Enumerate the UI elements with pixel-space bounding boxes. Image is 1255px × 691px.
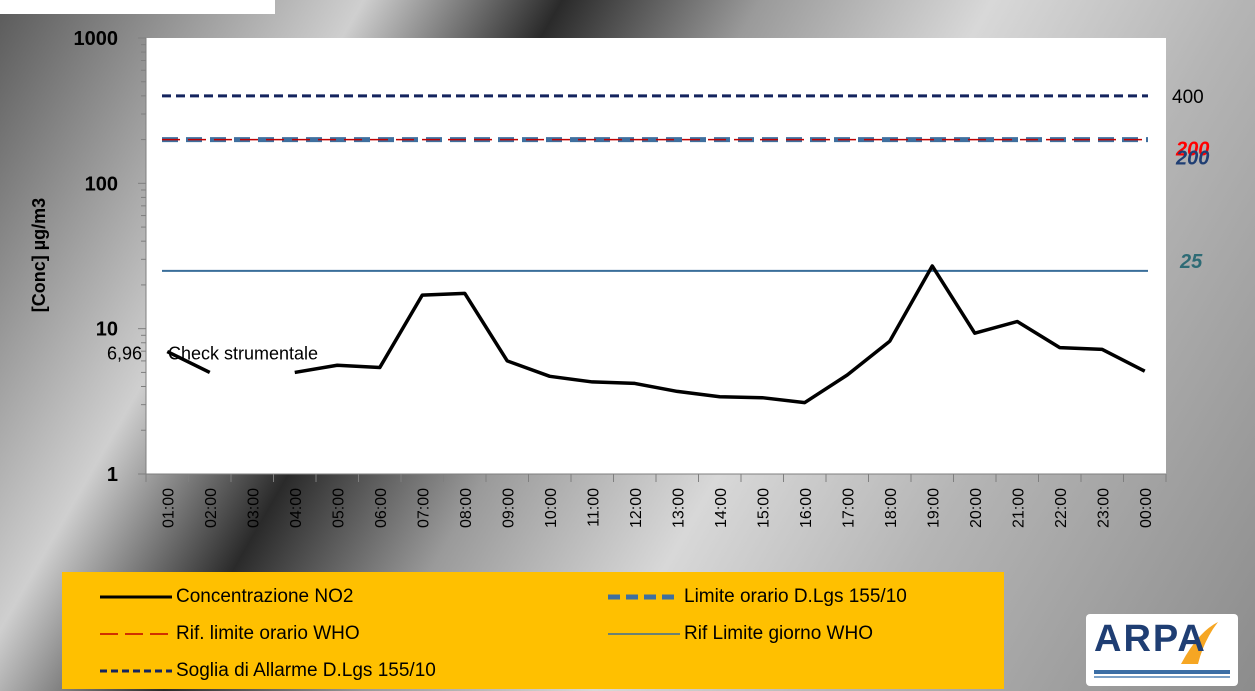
legend-label: Limite orario D.Lgs 155/10 — [684, 586, 907, 607]
legend-label: Rif Limite giorno WHO — [684, 623, 873, 644]
no2-chart: 1 10 100 1000 01:00 02:00 03:00 04:00 05:00 06:00… — [29, 28, 1209, 528]
x-tick-label: 11:00 — [585, 488, 602, 527]
x-tick-label: 16:00 — [798, 488, 815, 528]
x-tick-label: 05:00 — [330, 488, 347, 528]
x-tick-label: 23:00 — [1095, 488, 1112, 528]
x-tick-label: 06:00 — [373, 488, 390, 528]
x-tick-label: 13:00 — [670, 488, 687, 528]
y-axis-label: [Conc] µg/m3 — [29, 198, 49, 312]
no2-line-segment — [166, 349, 211, 374]
check-annotation: Check strumentale — [168, 344, 318, 364]
no2-series — [166, 264, 1146, 405]
logo-underline — [1094, 670, 1230, 674]
label-200-navy: 200 — [1175, 148, 1209, 170]
legend-item: Rif Limite giorno WHO — [606, 621, 873, 647]
y-tick-label: 1000 — [74, 28, 119, 50]
x-tick-label: 04:00 — [288, 488, 305, 528]
legend-item: Concentrazione NO2 — [98, 584, 353, 610]
x-tick-label: 09:00 — [500, 488, 517, 528]
x-tick-label: 20:00 — [968, 488, 985, 528]
first-value-label: 6,96 — [107, 344, 142, 364]
label-200-red: 200 — [1175, 139, 1209, 161]
x-tick-label: 12:00 — [628, 488, 645, 528]
legend-swatch — [100, 633, 172, 635]
x-tick-label: 21:00 — [1010, 488, 1027, 528]
x-tick-label: 08:00 — [458, 488, 475, 528]
x-tick-label: 22:00 — [1053, 488, 1070, 528]
reference-lines — [162, 94, 1148, 272]
x-tick-label: 10:00 — [543, 488, 560, 528]
x-tick-label: 18:00 — [883, 488, 900, 528]
plot-area — [146, 38, 1166, 474]
legend-swatch — [100, 669, 172, 673]
legend-item: Rif. limite orario WHO — [98, 621, 360, 647]
logo-underline-thin — [1094, 676, 1230, 678]
top-white-strip — [0, 0, 275, 14]
legend-swatch — [608, 633, 680, 635]
label-400: 400 — [1172, 87, 1204, 108]
x-tick-label: 14:00 — [713, 488, 730, 528]
arpa-logo-swoosh — [1181, 622, 1218, 664]
arpa-logo-text: ARPA — [1094, 618, 1207, 660]
legend-swatch — [100, 595, 172, 599]
label-25: 25 — [1179, 251, 1203, 273]
x-tick-label: 19:00 — [925, 488, 942, 528]
x-tick-label: 15:00 — [755, 488, 772, 528]
legend-label: Concentrazione NO2 — [176, 586, 354, 607]
legend: Concentrazione NO2 Limite orario D.Lgs 15… — [62, 572, 1004, 689]
x-tick-label: 02:00 — [203, 488, 220, 528]
x-tick-label: 07:00 — [415, 488, 432, 528]
legend-swatch — [608, 594, 680, 600]
x-tick-label: 00:00 — [1138, 488, 1155, 528]
arpa-logo: ARPA — [1086, 614, 1238, 686]
x-tick-label: 17:00 — [840, 488, 857, 528]
y-tick-label: 100 — [85, 173, 118, 195]
legend-item: Soglia di Allarme D.Lgs 155/10 — [98, 658, 436, 684]
legend-item: Limite orario D.Lgs 155/10 — [606, 584, 907, 610]
no2-line-segment — [294, 264, 1146, 405]
legend-label: Soglia di Allarme D.Lgs 155/10 — [176, 660, 436, 681]
y-tick-label: 10 — [96, 319, 118, 341]
legend-label: Rif. limite orario WHO — [176, 623, 360, 644]
y-tick-label: 1 — [107, 464, 118, 486]
x-tick-label: 03:00 — [245, 488, 262, 528]
x-tick-label: 01:00 — [160, 488, 177, 528]
axes: 1 10 100 1000 01:00 02:00 03:00 04:00 05:00 06:00… — [74, 28, 1167, 528]
